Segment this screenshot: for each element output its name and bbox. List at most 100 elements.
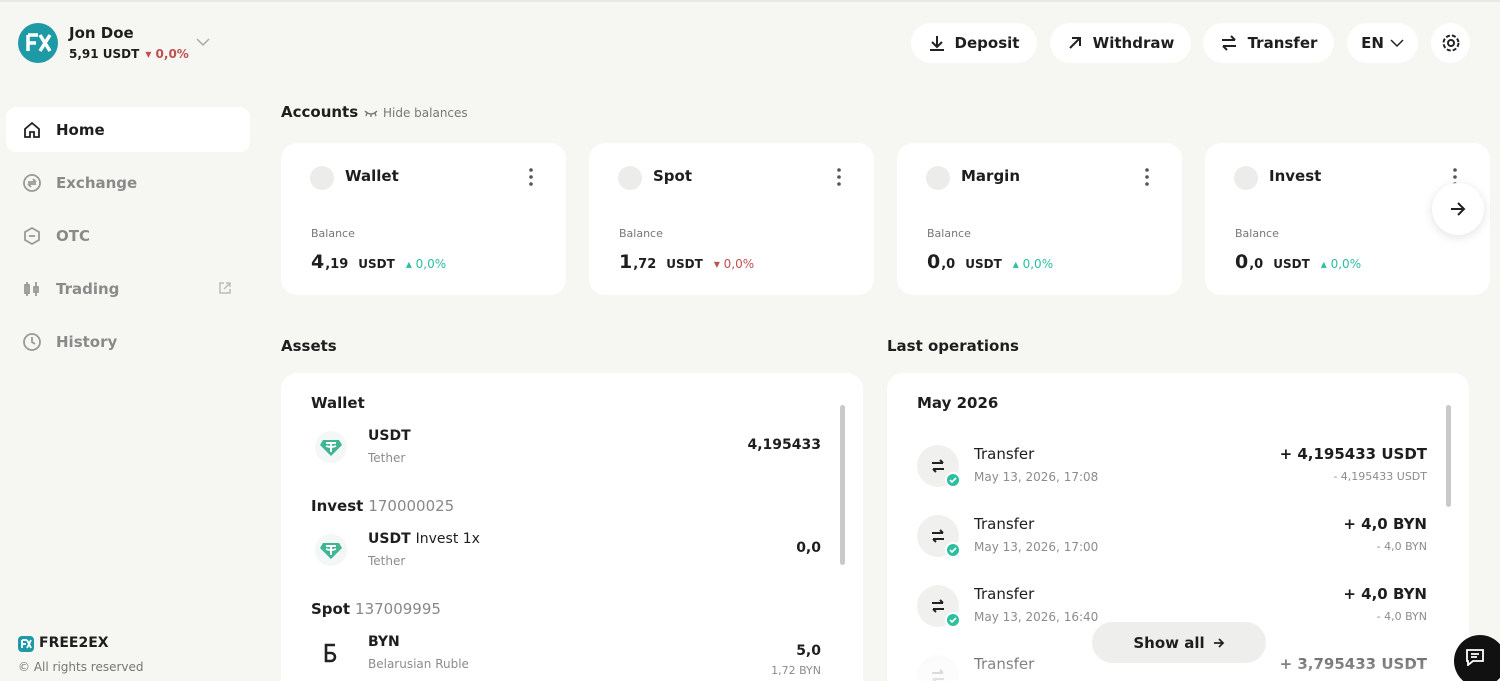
account-icon: [1234, 166, 1258, 190]
operation-date: May 13, 2026, 16:40: [974, 610, 1099, 624]
operation-icon: [917, 445, 961, 493]
asset-amount: 4,195433: [747, 437, 821, 453]
button-label: Deposit: [954, 34, 1020, 52]
balance-row: 0,0 USDT ▴ 0,0%: [927, 251, 1053, 273]
balance-fraction: ,0: [1249, 257, 1264, 272]
show-all-label: Show all: [1133, 633, 1205, 652]
account-card[interactable]: Wallet Balance 4,19 USDT ▴ 0,0%: [281, 143, 566, 295]
balance-whole: 0: [1235, 251, 1249, 273]
balance-label: Balance: [619, 227, 663, 240]
hide-balances[interactable]: Hide balances: [364, 106, 468, 120]
header-button[interactable]: Deposit: [911, 23, 1037, 63]
balance-change: ▴ 0,0%: [1320, 257, 1362, 271]
account-card[interactable]: Spot Balance 1,72 USDT ▾ 0,0%: [589, 143, 874, 295]
asset-amount: 5,0: [796, 643, 821, 659]
nav-item[interactable]: History: [6, 319, 250, 364]
balance-change: ▴ 0,0%: [405, 257, 447, 271]
operations-title: Last operations: [887, 337, 1019, 355]
group-account-id: 170000025: [368, 497, 455, 515]
button-icon: [929, 35, 945, 51]
nav-label: OTC: [56, 226, 90, 245]
operation-type: Transfer: [974, 585, 1035, 603]
asset-label: Invest 1x: [415, 531, 480, 547]
cards-next[interactable]: [1432, 183, 1484, 235]
account-name: Wallet: [345, 167, 399, 185]
operation-icon: [917, 515, 961, 563]
operation-type: Transfer: [974, 445, 1035, 463]
asset-symbol-row: USDT Invest 1x: [368, 531, 480, 547]
nav-icon: [22, 120, 42, 140]
operation-sub-amount: - 4,0 BYN: [1376, 610, 1427, 623]
user-change: ▾ 0,0%: [145, 47, 189, 61]
account-name: Invest: [1269, 167, 1322, 185]
balance-fraction: ,19: [325, 257, 349, 272]
chat-button[interactable]: [1454, 635, 1500, 681]
account-card[interactable]: Margin Balance 0,0 USDT ▴ 0,0%: [897, 143, 1182, 295]
operation-amount: + 4,0 BYN: [1343, 585, 1427, 603]
card-menu: [529, 168, 533, 190]
balance-whole: 0: [927, 251, 941, 273]
operation-sub-amount: - 4,0 BYN: [1376, 540, 1427, 553]
language-select[interactable]: EN: [1347, 23, 1418, 63]
show-all-button[interactable]: Show all: [1092, 622, 1266, 663]
operation-sub-amount: - 4,195433 USDT: [1333, 470, 1427, 483]
header-button[interactable]: Withdraw: [1050, 23, 1191, 63]
operation-amount: + 4,0 BYN: [1343, 515, 1427, 533]
assets-scrollbar: [840, 405, 845, 565]
top-border: [0, 0, 1500, 2]
balance-currency: USDT: [1273, 257, 1310, 271]
brand-name: FREE2EX: [39, 635, 109, 651]
operation-type: Transfer: [974, 515, 1035, 533]
balance-currency: USDT: [358, 257, 395, 271]
nav-item[interactable]: Home: [6, 107, 250, 152]
account-icon: [618, 166, 642, 190]
balance-row: 1,72 USDT ▾ 0,0%: [619, 251, 754, 273]
balance-fraction: ,0: [941, 257, 956, 272]
account-icon: [310, 166, 334, 190]
language-caret: [1390, 38, 1404, 48]
button-icon: [1067, 35, 1083, 51]
asset-sub-amount: 1,72 BYN: [771, 664, 821, 677]
balance-whole: 1: [619, 251, 633, 273]
asset-symbol-row: BYN: [368, 634, 400, 650]
coin-icon: [315, 637, 347, 673]
hide-label: Hide balances: [383, 106, 468, 120]
language-label: EN: [1361, 34, 1384, 52]
nav-item[interactable]: OTC: [6, 213, 250, 258]
card-menu: [1145, 168, 1149, 190]
settings-button[interactable]: [1431, 23, 1470, 63]
balance-label: Balance: [311, 227, 355, 240]
operations-scrollbar: [1446, 405, 1451, 507]
nav-icon: [22, 173, 42, 193]
nav-item[interactable]: Trading: [6, 266, 250, 311]
balance-row: 0,0 USDT ▴ 0,0%: [1235, 251, 1361, 273]
asset-symbol: USDT: [368, 428, 411, 444]
show-all-arrow: [1213, 637, 1225, 648]
account-icon: [926, 166, 950, 190]
asset-group-title: Wallet: [311, 394, 365, 412]
nav-label: History: [56, 332, 118, 351]
nav-label: Home: [56, 120, 105, 139]
asset-symbol-row: USDT: [368, 428, 411, 444]
asset-group-title: Invest 170000025: [311, 497, 454, 515]
coin-icon: [315, 431, 347, 467]
nav-item[interactable]: Exchange: [6, 160, 250, 205]
nav-icon: [22, 226, 42, 246]
group-name: Wallet: [311, 394, 365, 412]
balance-currency: USDT: [666, 257, 703, 271]
copyright: © All rights reserved: [18, 660, 144, 674]
asset-name: Tether: [368, 554, 406, 568]
coin-icon: [315, 534, 347, 570]
header-button[interactable]: Transfer: [1203, 23, 1334, 63]
balance-currency: USDT: [965, 257, 1002, 271]
group-name: Invest: [311, 497, 364, 515]
user-balance-row: 5,91 USDT ▾ 0,0%: [69, 47, 189, 61]
balance-change: ▾ 0,0%: [713, 257, 755, 271]
asset-symbol: BYN: [368, 634, 400, 650]
nav-icon: [22, 279, 42, 299]
hide-icon: [364, 109, 378, 117]
user-dropdown[interactable]: [196, 37, 210, 47]
avatar-logo: [18, 23, 58, 63]
assets-panel: Wallet USDT Tether 4,195433 Invest 170000025 U…: [281, 373, 863, 681]
